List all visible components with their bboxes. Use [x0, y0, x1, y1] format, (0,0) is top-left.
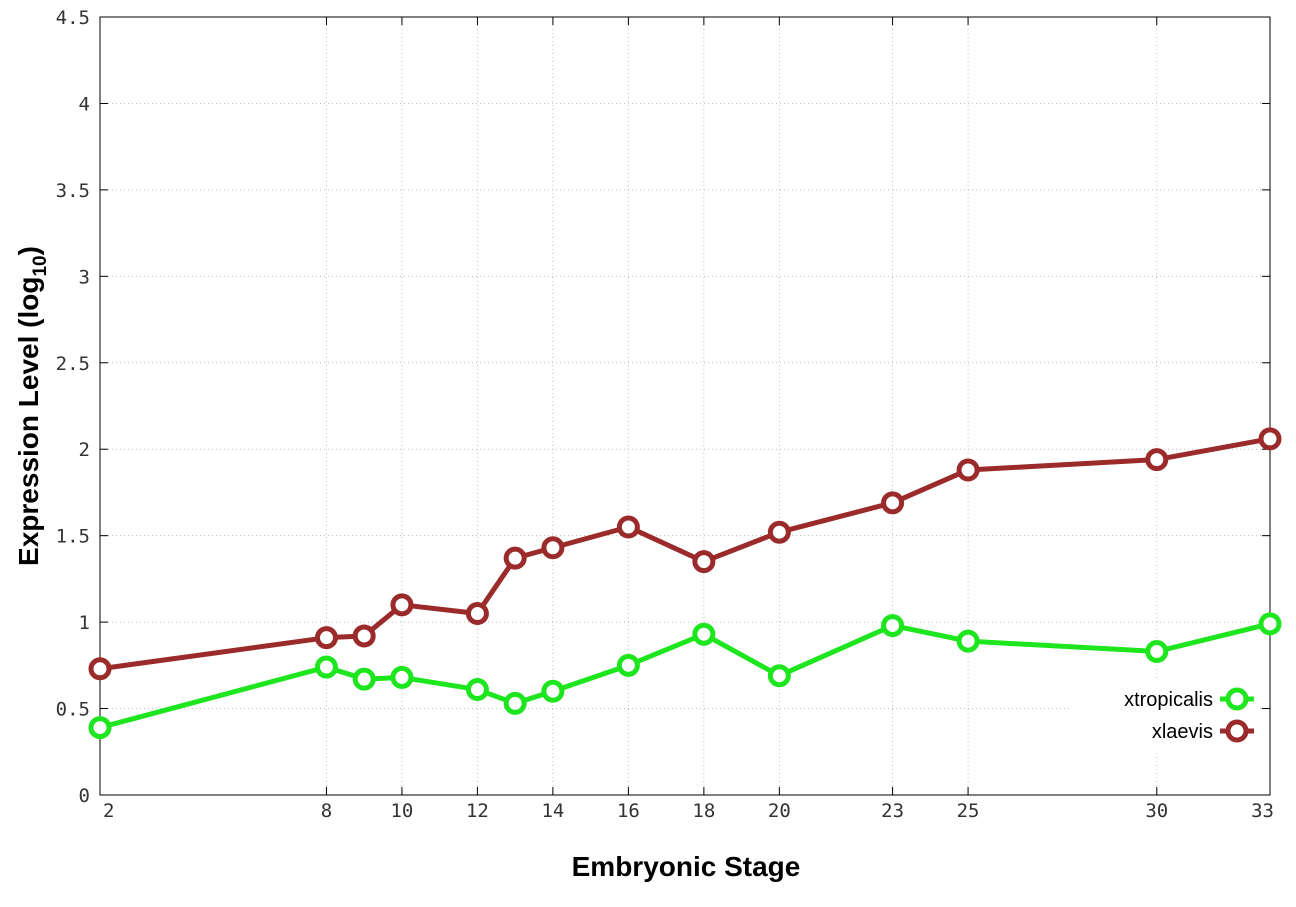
- data-point: [692, 622, 716, 646]
- data-point: [314, 626, 338, 650]
- data-point: [767, 664, 791, 688]
- series-line-xlaevis: [99, 436, 1271, 672]
- data-point: [881, 614, 905, 638]
- x-tick-label: 12: [466, 800, 489, 822]
- legend-entry: xtropicalis: [1124, 687, 1254, 711]
- data-point: [881, 491, 905, 515]
- y-tick-label: 4.5: [56, 7, 90, 29]
- y-tick-label: 0: [79, 785, 90, 807]
- x-tick-label: 8: [321, 800, 332, 822]
- data-point: [390, 665, 414, 689]
- plot-frame: [99, 16, 1271, 796]
- y-axis-title-main: Expression Level (log: [13, 277, 44, 566]
- y-axis-title-subscript: 10: [30, 255, 51, 276]
- data-point: [314, 655, 338, 679]
- axis-ticks: 2 8 10 12 14 16 18 20 23 25 30 33 0 0.5 1 1.5 2 2.5 3 3.5 4 4…: [56, 7, 1274, 822]
- data-point: [767, 520, 791, 544]
- data-point: [541, 536, 565, 560]
- y-tick-label: 1.5: [56, 526, 90, 548]
- series-xlaevis: [88, 427, 1282, 681]
- y-tick-label: 0.5: [56, 699, 90, 721]
- x-tick-label: 33: [1251, 800, 1274, 822]
- y-tick-label: 2.5: [56, 353, 90, 375]
- data-point: [465, 601, 489, 625]
- y-tick-label: 2: [79, 439, 90, 461]
- data-point: [503, 546, 527, 570]
- data-point: [541, 679, 565, 703]
- series-layer: [88, 427, 1282, 740]
- data-point: [956, 629, 980, 653]
- y-tick-label: 1: [79, 612, 90, 634]
- data-point: [1258, 427, 1282, 451]
- x-tick-label: 14: [541, 800, 564, 822]
- x-tick-label: 25: [957, 800, 980, 822]
- legend: xtropicalis xlaevis: [1070, 680, 1260, 750]
- legend-label: xlaevis: [1152, 721, 1213, 743]
- data-point: [465, 678, 489, 702]
- data-point: [88, 657, 112, 681]
- x-tick-label: 30: [1145, 800, 1168, 822]
- y-tick-label: 3: [79, 266, 90, 288]
- data-point: [352, 667, 376, 691]
- data-point: [503, 691, 527, 715]
- x-tick-label: 16: [617, 800, 640, 822]
- y-axis-title-close: ): [13, 246, 44, 255]
- series-xtropicalis: [88, 612, 1282, 740]
- y-axis-title: Expression Level (log10): [13, 246, 51, 566]
- data-point: [1145, 448, 1169, 472]
- x-tick-label: 10: [390, 800, 413, 822]
- data-point: [956, 458, 980, 482]
- x-tick-label: 20: [768, 800, 791, 822]
- data-point: [88, 716, 112, 740]
- data-point: [692, 550, 716, 574]
- x-tick-label: 2: [103, 800, 114, 822]
- data-point: [616, 653, 640, 677]
- data-point: [352, 624, 376, 648]
- y-tick-label: 3.5: [56, 180, 90, 202]
- data-point: [1145, 640, 1169, 664]
- data-point: [616, 515, 640, 539]
- legend-swatch-marker: [1225, 719, 1249, 743]
- legend-swatch-marker: [1225, 687, 1249, 711]
- data-point: [1258, 612, 1282, 636]
- data-point: [390, 593, 414, 617]
- x-tick-label: 18: [692, 800, 715, 822]
- x-tick-label: 23: [881, 800, 904, 822]
- legend-entry: xlaevis: [1152, 719, 1254, 743]
- legend-label: xtropicalis: [1124, 689, 1213, 711]
- x-axis-title: Embryonic Stage: [572, 851, 801, 882]
- y-tick-label: 4: [79, 93, 90, 115]
